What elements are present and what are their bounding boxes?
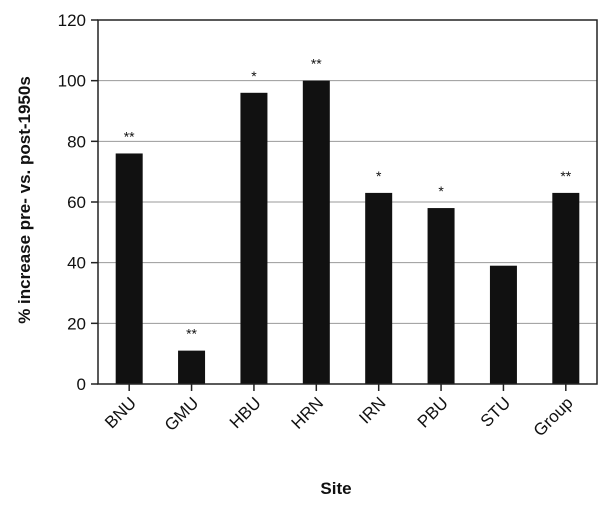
significance-label: ** <box>311 56 322 72</box>
significance-label: * <box>376 168 382 184</box>
bar-hrn <box>302 80 330 385</box>
significance-label: ** <box>124 128 135 144</box>
significance-label: ** <box>560 168 571 184</box>
y-tick-labels: 0 20 40 60 80 100 120 <box>58 11 86 394</box>
y-tick-label: 100 <box>58 72 86 91</box>
gridlines <box>91 19 597 391</box>
x-tick-label: HBU <box>226 393 265 432</box>
y-axis-title: % increase pre- vs. post-1950s <box>15 76 34 324</box>
x-tick-labels: BNU GMU HBU HRN IRN PBU STU Group <box>101 393 576 440</box>
bar-pbu <box>427 208 455 384</box>
x-tick-label: HRN <box>288 393 327 432</box>
x-tick-label: PBU <box>414 393 452 431</box>
y-tick-label: 60 <box>67 193 86 212</box>
x-tick-label: BNU <box>101 393 140 432</box>
x-tick-label: IRN <box>355 393 389 427</box>
x-tick-label: GMU <box>161 393 202 434</box>
y-tick-label: 120 <box>58 11 86 30</box>
x-tick-label: STU <box>477 393 514 430</box>
significance-label: * <box>438 183 444 199</box>
bar-hbu <box>240 92 268 385</box>
y-tick-label: 0 <box>77 375 86 394</box>
significance-label: ** <box>186 326 197 342</box>
y-tick-label: 40 <box>67 254 86 273</box>
significance-label: * <box>251 68 257 84</box>
bar-gmu <box>178 350 206 384</box>
bar-stu <box>489 265 517 384</box>
bar-bnu <box>115 153 143 384</box>
bar-group <box>552 192 580 384</box>
x-axis-title: Site <box>320 479 351 498</box>
bars <box>115 80 580 385</box>
significance-annotations: *********** <box>124 56 572 342</box>
y-tick-label: 20 <box>67 314 86 333</box>
x-tick-label: Group <box>530 393 577 440</box>
plot-frame <box>97 19 598 385</box>
axes <box>97 19 598 385</box>
bar-irn <box>365 192 393 384</box>
y-tick-label: 80 <box>67 132 86 151</box>
